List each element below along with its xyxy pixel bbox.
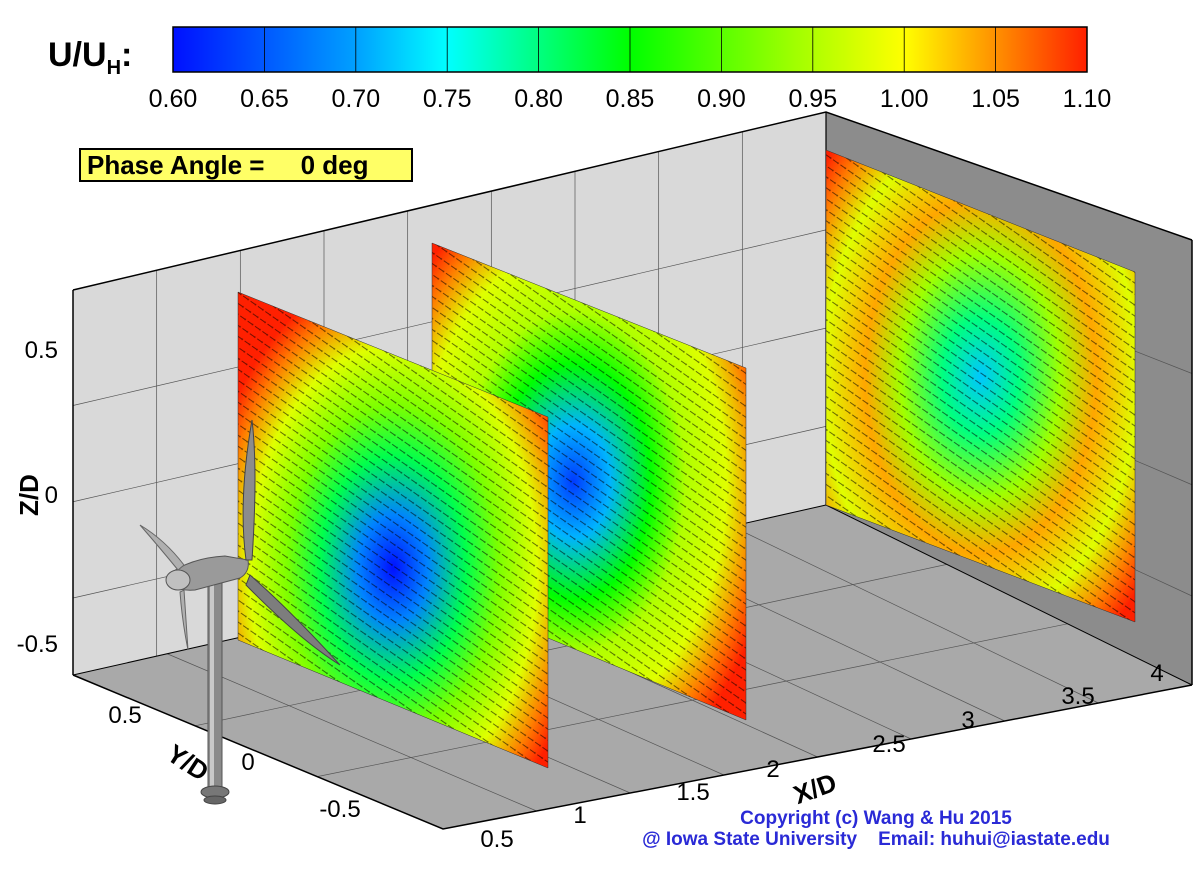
x-axis-tick-label: 2 [766, 756, 779, 783]
y-axis-tick-label: 0 [241, 749, 254, 776]
colorbar-tick-label: 0.75 [423, 85, 472, 113]
x-axis-tick-label: 4 [1150, 660, 1163, 687]
colorbar: 0.60 0.65 0.70 0.75 0.80 0.85 0.90 0.95 1.00 1.05… [149, 26, 1112, 113]
colorbar-tick-label: 1.10 [1063, 85, 1112, 113]
velocity-vectors [826, 150, 1135, 622]
colorbar-tick-label: 0.60 [149, 85, 198, 113]
copyright-line-2: @ Iowa State University Email: huhui@ias… [642, 829, 1110, 850]
velocity-plane-edge [237, 291, 549, 769]
colorbar-title: U/UH: [48, 36, 133, 79]
colorbar-tick-label: 0.90 [697, 85, 746, 113]
grid-line [731, 525, 1099, 704]
grid-line [317, 623, 1068, 777]
x-axis-label: X/D [789, 767, 840, 810]
y-axis-tick-label: 0.5 [108, 702, 141, 729]
phase-angle-label: Phase Angle = 0 deg [79, 148, 413, 182]
copyright-notice: Copyright (c) Wang & Hu 2015 @ Iowa State… [596, 808, 1156, 850]
turbine-blade-back [139, 524, 185, 571]
z-axis-label: Z/D [14, 474, 44, 516]
z-axis-tick-label: 0 [45, 482, 58, 509]
colorbar-ticks: 0.60 0.65 0.70 0.75 0.80 0.85 0.90 0.95 1.00 1.05… [149, 27, 1112, 113]
colorbar-tick-label: 1.05 [971, 85, 1020, 113]
colorbar-tick-label: 0.85 [606, 85, 655, 113]
z-axis-tick-label: -0.5 [17, 631, 58, 658]
colorbar-tick-label: 0.95 [788, 85, 837, 113]
velocity-plane-edge [825, 149, 1136, 623]
x-axis-tick-label: 1 [573, 802, 586, 829]
turbine-blade-down [245, 574, 341, 666]
colorbar-tick-label: 0.80 [514, 85, 563, 113]
y-axis-label: Y/D [162, 738, 215, 787]
copyright-line-1: Copyright (c) Wang & Hu 2015 [740, 808, 1012, 829]
grid-line [166, 653, 537, 812]
x-axis-tick-label: 3.5 [1061, 683, 1094, 710]
colorbar-tick-label: 0.70 [331, 85, 380, 113]
y-axis-tick-label: -0.5 [319, 796, 360, 823]
wind-turbine [139, 419, 341, 805]
colorbar-tick-label: 1.00 [880, 85, 929, 113]
x-axis-tick-label: 2.5 [872, 731, 905, 758]
z-axis-tick-label: 0.5 [25, 337, 58, 364]
x-axis-tick-label: 0.5 [480, 826, 513, 853]
x-axis-tick-label: 1.5 [676, 779, 709, 806]
turbine-blade-up [242, 419, 256, 561]
colorbar-tick-label: 0.65 [240, 85, 289, 113]
velocity-planes [237, 149, 1136, 769]
x-axis-tick-label: 3 [961, 707, 974, 734]
velocity-vectors [238, 292, 548, 768]
